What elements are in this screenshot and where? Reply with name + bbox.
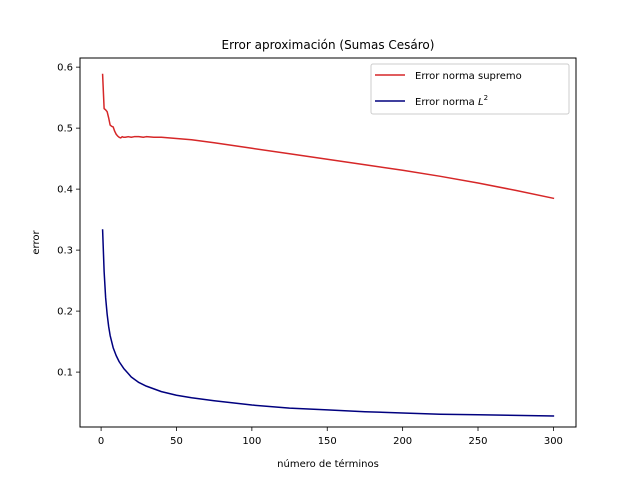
chart-title: Error aproximación (Sumas Cesáro) [222,38,435,52]
plot-area [101,73,555,417]
y-tick-label: 0.4 [57,185,73,196]
y-axis-label: error [31,230,42,255]
x-tick-label: 250 [468,436,487,447]
y-tick-label: 0.2 [57,307,73,318]
y-tick-label: 0.1 [57,368,73,379]
legend: Error norma supremo Error norma L2 [370,63,570,115]
legend-label-l2-base: Error norma [415,97,478,108]
y-tick-label: 0.5 [57,124,73,135]
x-tick-label: 200 [393,436,412,447]
axes-frame [79,57,577,428]
x-tick-label: 300 [544,436,563,447]
legend-label-supremo: Error norma supremo [415,71,522,82]
legend-box [370,63,570,115]
y-tick-label: 0.6 [57,63,73,74]
x-tick-label: 50 [170,436,183,447]
legend-label-l2-var: L [478,97,484,108]
series-line-0 [101,73,555,200]
x-axis: 0 50 100 150 200 250 300 [98,427,563,447]
x-tick-label: 150 [318,436,337,447]
legend-label-l2-sup: 2 [484,94,488,102]
x-axis-label: número de términos [277,458,379,470]
x-tick-label: 100 [242,436,261,447]
legend-label-l2: Error norma L2 [415,94,488,108]
y-tick-label: 0.3 [57,246,73,257]
series-line-1 [101,229,555,417]
x-tick-label: 0 [98,436,104,447]
y-axis: 0.1 0.2 0.3 0.4 0.5 0.6 [57,63,80,379]
